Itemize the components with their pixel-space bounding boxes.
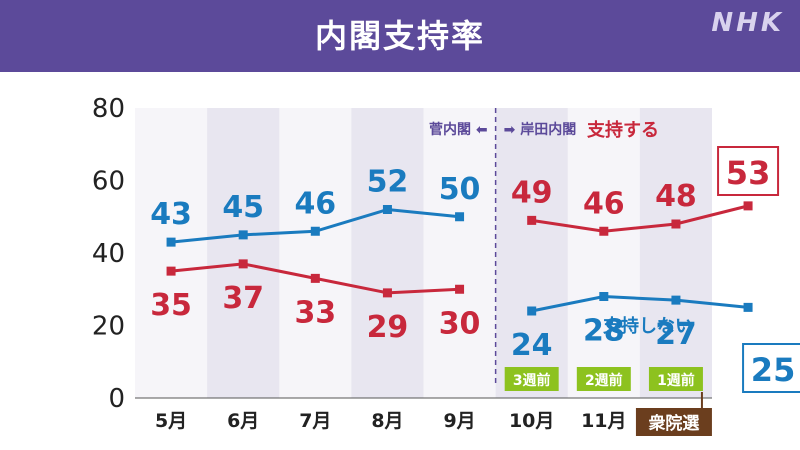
week-badge-label: 1週前 <box>657 372 695 389</box>
data-point <box>455 212 465 222</box>
data-label: 27 <box>655 317 697 352</box>
data-label: 50 <box>439 172 481 207</box>
shaded-column <box>207 108 280 398</box>
data-label: 43 <box>150 197 192 232</box>
x-tick-label: 8月 <box>371 410 403 432</box>
y-tick-label: 60 <box>92 167 125 197</box>
title-bar: 内閣支持率 NHK <box>0 0 800 72</box>
shaded-column <box>639 108 712 398</box>
series-name-label: 支持しない <box>602 315 693 337</box>
latest-value-box <box>742 343 800 393</box>
chart-title: 内閣支持率 <box>314 17 485 55</box>
data-label: 53 <box>726 154 771 192</box>
data-point <box>310 226 320 236</box>
data-point <box>743 201 753 211</box>
data-label: 25 <box>751 351 796 389</box>
data-label: 37 <box>222 281 264 316</box>
series-line <box>531 204 749 233</box>
kishida-cabinet-label: ➡ 岸田内閣 <box>504 121 577 138</box>
data-point <box>527 215 537 225</box>
data-point <box>599 226 609 236</box>
data-label: 48 <box>655 179 697 214</box>
election-badge <box>635 408 712 436</box>
latest-value-box <box>717 146 780 196</box>
data-label: 29 <box>367 310 409 345</box>
data-point <box>310 273 320 283</box>
data-label: 30 <box>439 306 481 341</box>
data-label: 28 <box>583 314 625 349</box>
series-name-label: 支持する <box>586 119 659 141</box>
y-tick-label: 80 <box>92 94 125 124</box>
data-point <box>743 302 753 312</box>
shaded-column <box>495 108 568 398</box>
data-label: 33 <box>294 295 336 330</box>
data-label: 24 <box>511 328 553 363</box>
data-point <box>382 288 392 298</box>
data-point <box>238 230 248 240</box>
data-label: 52 <box>367 165 409 200</box>
data-label: 49 <box>511 175 553 210</box>
week-badge <box>648 367 703 391</box>
x-tick-label: 11月 <box>581 410 626 432</box>
y-tick-label: 40 <box>92 239 125 269</box>
data-point <box>599 292 609 301</box>
data-point <box>527 306 537 316</box>
y-tick-label: 0 <box>108 384 125 414</box>
x-tick-label: 10月 <box>509 410 554 432</box>
x-tick-label: 6月 <box>227 410 259 432</box>
data-label: 45 <box>222 190 264 225</box>
nhk-logo: NHK <box>711 8 784 38</box>
data-label: 35 <box>150 288 192 323</box>
data-point <box>382 205 392 214</box>
x-tick-label: 9月 <box>443 410 475 432</box>
x-tick-label: 5月 <box>155 410 187 432</box>
data-point <box>166 237 176 247</box>
data-point <box>238 259 248 269</box>
data-point <box>455 284 465 294</box>
data-point <box>671 219 681 229</box>
data-label: 46 <box>583 186 625 221</box>
week-badge <box>576 367 631 391</box>
week-badge-label: 2週前 <box>585 372 623 389</box>
data-point <box>671 295 681 305</box>
week-badge-label: 3週前 <box>513 372 551 389</box>
x-tick-label: 7月 <box>299 410 331 432</box>
y-tick-label: 20 <box>92 312 125 342</box>
data-point <box>166 266 176 276</box>
data-label: 46 <box>294 186 336 221</box>
series-line <box>531 294 749 313</box>
election-badge-label: 衆院選 <box>648 413 699 434</box>
suga-cabinet-label: 菅内閣 ⬅ <box>429 121 488 138</box>
week-badge <box>504 367 559 391</box>
shaded-column <box>351 108 424 398</box>
